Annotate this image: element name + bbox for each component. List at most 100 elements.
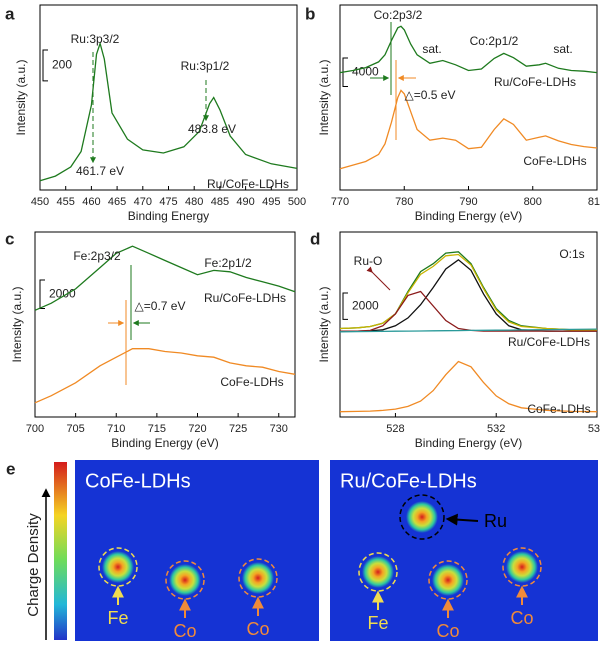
- charge-blob: [432, 564, 464, 596]
- atom-ring: [165, 560, 205, 600]
- x-tick-label: 715: [148, 423, 166, 435]
- atom-ring: [399, 494, 445, 540]
- x-tick-label: 470: [134, 196, 152, 208]
- spectrum: [340, 258, 597, 332]
- scale-bar: [342, 292, 348, 320]
- annotation: Co:2p1/2: [470, 34, 519, 48]
- annotation: sat.: [553, 42, 572, 56]
- scale-bar: [42, 49, 48, 82]
- x-tick-label: 780: [395, 196, 413, 208]
- annotation: Fe:2p1/2: [204, 256, 252, 270]
- map-panel: [75, 460, 319, 641]
- x-tick-label: 536: [588, 423, 600, 435]
- panel-label: d: [310, 229, 320, 248]
- scale-bar: [39, 279, 45, 309]
- annotation: O:1s: [559, 247, 584, 261]
- scale-bar-label: 2000: [49, 286, 76, 300]
- y-axis-label: Intensity (a.u.): [14, 59, 28, 135]
- series-label: CoFe-LDHs: [523, 154, 586, 168]
- annotation: Fe:2p3/2: [73, 249, 121, 263]
- y-axis-label: Intensity (a.u.): [317, 59, 331, 135]
- atom-ring: [502, 547, 542, 587]
- charge-map: e Charge Density CoFe-LDHs Ru/CoFe-LDHs: [6, 459, 598, 641]
- atom-label: Co: [510, 608, 533, 628]
- charge-blob: [169, 564, 201, 596]
- series-label: Ru-O: [354, 254, 383, 268]
- series-label: CoFe-LDHs: [527, 402, 590, 416]
- series-label: Ru/CoFe-LDHs: [508, 335, 590, 349]
- atom-label: Fe: [367, 613, 388, 633]
- x-tick-label: 705: [66, 423, 84, 435]
- series-label: Ru/CoFe-LDHs: [204, 291, 286, 305]
- spectrum: [340, 290, 597, 332]
- x-tick-label: 720: [188, 423, 206, 435]
- annotation: 461.7 eV: [76, 164, 124, 178]
- charge-blob: [102, 551, 134, 583]
- spectrum: [339, 25, 598, 74]
- y-axis-label: Intensity (a.u.): [317, 286, 331, 362]
- x-tick-label: 725: [229, 423, 247, 435]
- atom-label: Co: [173, 621, 196, 641]
- x-tick-label: 532: [487, 423, 505, 435]
- annotation: Ru:3p3/2: [71, 32, 120, 46]
- x-tick-label: 770: [331, 196, 349, 208]
- x-tick-label: 528: [386, 423, 404, 435]
- x-tick-label: 455: [57, 196, 75, 208]
- annotation: Ru:3p1/2: [181, 59, 230, 73]
- x-tick-label: 475: [159, 196, 177, 208]
- spectrum: [339, 360, 598, 413]
- atom-label: Co: [246, 619, 269, 639]
- x-tick-label: 450: [31, 196, 49, 208]
- annotation: sat.: [422, 42, 441, 56]
- x-axis-label: Binding Energy: [128, 209, 209, 223]
- spectrum: [39, 41, 298, 182]
- map-panel: [330, 460, 598, 641]
- atom-ring: [238, 558, 278, 598]
- annotation: △=0.5 eV: [405, 88, 456, 102]
- series-label: Ru/CoFe-LDHs: [207, 177, 289, 191]
- x-tick-label: 500: [288, 196, 306, 208]
- annotation: Co:2p3/2: [374, 8, 423, 22]
- guide: [366, 266, 391, 291]
- x-tick-label: 460: [82, 196, 100, 208]
- x-tick-label: 490: [236, 196, 254, 208]
- x-tick-label: 810: [588, 196, 600, 208]
- colorbar: [54, 462, 67, 640]
- spectrum: [339, 253, 597, 331]
- x-tick-label: 480: [185, 196, 203, 208]
- x-tick-label: 710: [107, 423, 125, 435]
- charge-blob: [506, 551, 538, 583]
- series-label: CoFe-LDHs: [220, 375, 283, 389]
- x-tick-label: 730: [270, 423, 288, 435]
- x-tick-label: 485: [211, 196, 229, 208]
- spectrum: [34, 245, 296, 311]
- x-tick-label: 800: [524, 196, 542, 208]
- x-axis-label: Binding Energy (eV): [415, 209, 522, 223]
- charge-blob: [242, 562, 274, 594]
- atom-label: Co: [436, 621, 459, 641]
- x-axis-label: Binding Energy (eV): [111, 436, 218, 450]
- panel-label: e: [6, 459, 15, 478]
- x-tick-label: 790: [459, 196, 477, 208]
- spectrum: [339, 89, 598, 170]
- atom-ring: [98, 547, 138, 587]
- atom-arrow: [445, 513, 479, 526]
- x-tick-label: 465: [108, 196, 126, 208]
- charge-blob: [362, 556, 394, 588]
- spectrum: [339, 328, 598, 333]
- map-title: CoFe-LDHs: [85, 470, 191, 492]
- panel-label: c: [5, 229, 14, 248]
- charge-blob: [406, 501, 438, 533]
- annotation: 483.8 eV: [188, 122, 236, 136]
- x-tick-label: 700: [26, 423, 44, 435]
- atom-ring: [358, 552, 398, 592]
- annotation: △=0.7 eV: [135, 299, 186, 313]
- atom-label: Fe: [107, 608, 128, 628]
- scale-bar-label: 4000: [352, 64, 379, 78]
- axis-label: Charge Density: [25, 513, 42, 617]
- scale-bar-label: 200: [52, 58, 72, 72]
- panel-label: a: [5, 4, 15, 23]
- scale-bar-label: 2000: [352, 298, 379, 312]
- map-title: Ru/CoFe-LDHs: [340, 470, 477, 492]
